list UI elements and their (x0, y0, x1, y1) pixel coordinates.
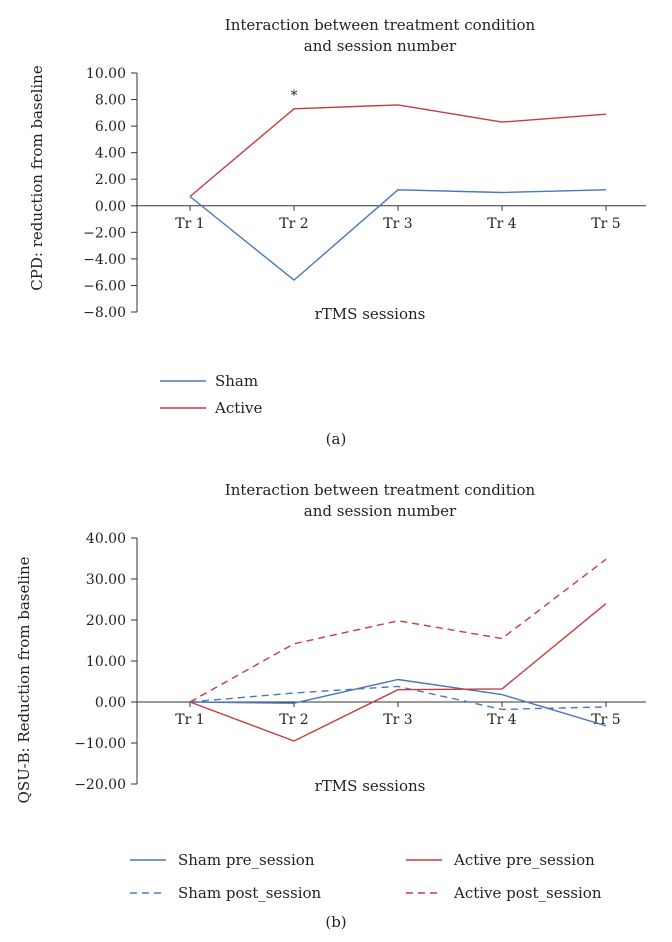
panel-b-y-ticks: 40.00 30.00 20.00 10.00 0.00 −10.00 −20.00 (74, 531, 126, 793)
panel-a-chart: Interaction between treatment condition … (28, 16, 646, 448)
x-tick-label: Tr 5 (591, 216, 620, 232)
y-tick-label: 8.00 (95, 93, 126, 109)
series-line-sham-pre-session (189, 678, 607, 727)
panel-a-y-axis-label: CPD: reduction from baseline (28, 65, 46, 291)
legend-label: Active post_session (453, 884, 602, 902)
y-tick-label: 4.00 (95, 146, 126, 162)
y-tick-label: 10.00 (86, 66, 126, 82)
panel-a-x-axis-label: rTMS sessions (315, 305, 426, 323)
x-tick-label: Tr 3 (383, 712, 412, 728)
y-tick-label: 0.00 (95, 695, 126, 711)
y-tick-label: 30.00 (86, 572, 126, 588)
y-tick-label: −2.00 (83, 225, 126, 241)
y-tick-label: −8.00 (83, 305, 126, 321)
y-tick-label: 20.00 (86, 613, 126, 629)
panel-b-title-line-1: Interaction between treatment condition (225, 481, 536, 499)
y-tick-label: 0.00 (95, 199, 126, 215)
panel-a-legend: Sham Active (160, 372, 263, 417)
panel-b-title-line-2: and session number (304, 502, 457, 520)
panel-a-annotations: * (291, 88, 298, 104)
x-tick-label: Tr 2 (279, 712, 308, 728)
series-line-sham-post-session (189, 685, 607, 711)
x-tick-label: Tr 1 (175, 712, 204, 728)
panel-a-series (189, 104, 607, 281)
panel-b-x-ticks: Tr 1 Tr 2 Tr 3 Tr 4 Tr 5 (175, 712, 620, 728)
y-tick-label: 40.00 (86, 531, 126, 547)
panel-a-x-ticks: Tr 1 Tr 2 Tr 3 Tr 4 Tr 5 (175, 216, 620, 232)
y-tick-label: −6.00 (83, 278, 126, 294)
series-line-active-pre-session (189, 603, 607, 742)
y-tick-label: −4.00 (83, 252, 126, 268)
panel-a-axes (131, 72, 646, 313)
x-tick-label: Tr 4 (487, 216, 516, 232)
panel-b-y-axis-label: QSU-B: Reduction from baseline (15, 556, 33, 803)
series-line-active-post-session (189, 558, 607, 703)
panel-a-title-line-2: and session number (304, 37, 457, 55)
legend-label: Sham post_session (178, 884, 322, 902)
panel-b-series (189, 558, 607, 742)
panel-b-legend: Sham pre_session Active pre_session Sham p… (130, 851, 602, 902)
legend-label: Sham pre_session (178, 851, 315, 869)
panel-b-chart: Interaction between treatment condition … (15, 481, 646, 931)
panel-b-caption: (b) (325, 913, 346, 931)
legend-label: Active pre_session (453, 851, 595, 869)
panel-a-caption: (a) (326, 430, 347, 448)
x-tick-label: Tr 4 (487, 712, 516, 728)
x-tick-label: Tr 2 (279, 216, 308, 232)
significance-marker: * (291, 88, 298, 104)
legend-label: Active (214, 399, 263, 417)
y-tick-label: 2.00 (95, 172, 126, 188)
y-tick-label: 10.00 (86, 654, 126, 670)
y-tick-label: 6.00 (95, 119, 126, 135)
y-tick-label: −20.00 (74, 777, 126, 793)
y-tick-label: −10.00 (74, 736, 126, 752)
panel-b-x-axis-label: rTMS sessions (315, 777, 426, 795)
x-tick-label: Tr 3 (383, 216, 412, 232)
legend-label: Sham (215, 372, 258, 390)
panel-a-title-line-1: Interaction between treatment condition (225, 16, 536, 34)
series-line-sham (189, 189, 607, 281)
series-line-active (189, 104, 607, 198)
panel-b-axes (131, 537, 646, 785)
panel-a-y-ticks: 10.00 8.00 6.00 4.00 2.00 0.00 −2.00 −4.00 −6.00… (83, 66, 126, 321)
x-tick-label: Tr 1 (175, 216, 204, 232)
